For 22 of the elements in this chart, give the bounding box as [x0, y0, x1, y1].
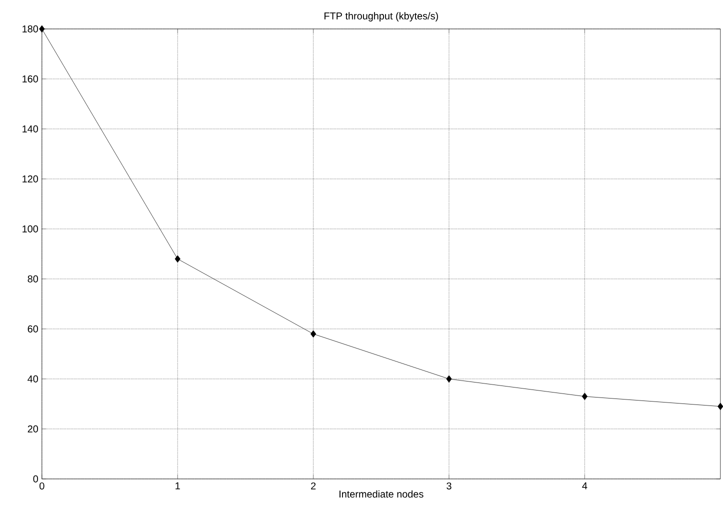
- y-tick-label: 40: [28, 375, 38, 383]
- x-tick-label: 4: [582, 482, 588, 490]
- point: [39, 25, 45, 33]
- point: [446, 375, 452, 383]
- y-tick-label: 20: [28, 425, 38, 433]
- y-tick-label: 100: [22, 225, 38, 233]
- y-tick-label: 180: [22, 25, 38, 33]
- y-tick-label: 140: [22, 125, 38, 133]
- point: [174, 255, 180, 263]
- x-tick-label: 0: [40, 482, 44, 490]
- y-tick-label: 0: [33, 475, 38, 483]
- x-tick-label: 1: [176, 482, 180, 490]
- x-tick-label: 2: [311, 482, 316, 490]
- y-tick-label: 160: [22, 75, 38, 83]
- point: [310, 330, 316, 338]
- chart-title: FTP throughput (kbytes/s): [324, 12, 438, 22]
- y-tick-label: 60: [28, 325, 38, 333]
- y-tick-label: 120: [22, 175, 38, 183]
- point: [582, 392, 588, 400]
- x-axis-title: Intermediate nodes: [340, 490, 424, 498]
- y-tick-label: 80: [28, 275, 38, 283]
- x-tick-label: 3: [446, 482, 452, 490]
